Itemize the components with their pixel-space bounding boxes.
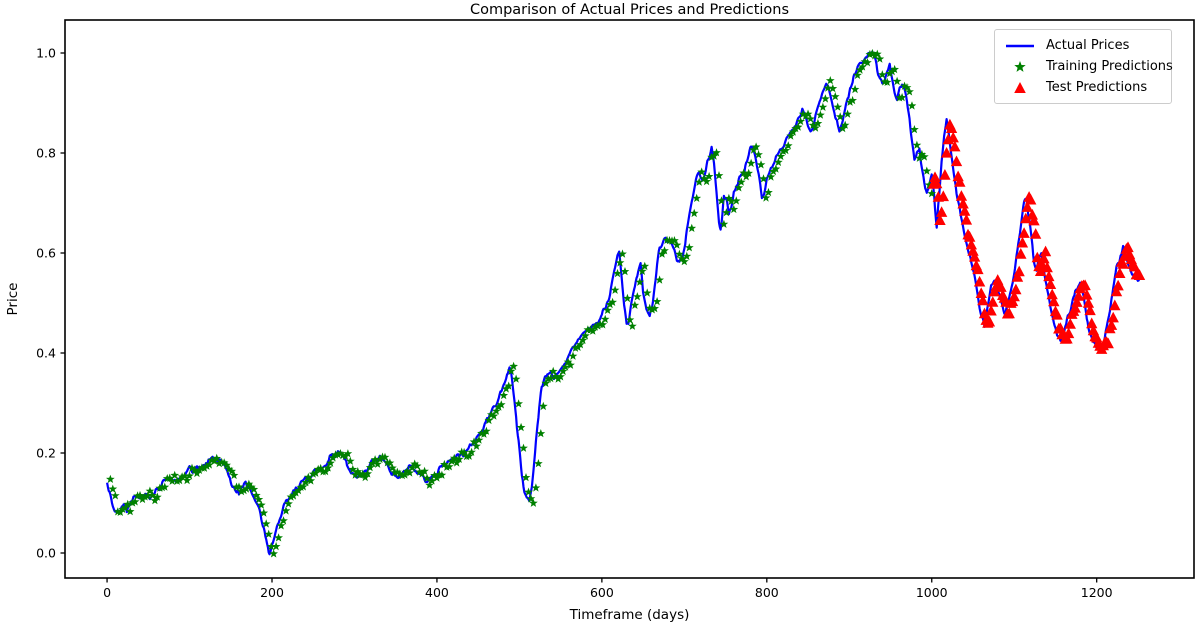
chart-title: Comparison of Actual Prices and Predicti…: [470, 2, 789, 18]
x-tick-label: 400: [425, 585, 449, 600]
legend-line-icon: [1006, 44, 1034, 47]
y-tick-label: 1.0: [36, 45, 56, 60]
x-tick-label: 1200: [1081, 585, 1113, 600]
training-prediction-markers: [106, 48, 937, 558]
legend-label-actual-prices: Actual Prices: [1046, 37, 1130, 53]
y-tick-label: 0.2: [36, 445, 56, 460]
y-axis-label: Price: [5, 283, 21, 316]
legend-label-test-predictions: Test Predictions: [1046, 79, 1148, 95]
y-tick-label: 0.6: [36, 245, 56, 260]
legend-item-training-predictions: Training Predictions: [1003, 56, 1173, 77]
y-tick-label: 0.8: [36, 145, 56, 160]
legend-star-icon: [1014, 60, 1026, 72]
legend-item-actual-prices: Actual Prices: [1003, 35, 1163, 56]
y-tick-label: 0.4: [36, 345, 56, 360]
test-prediction-markers: [927, 118, 1146, 354]
x-axis-label: Timeframe (days): [569, 607, 690, 623]
x-tick-label: 800: [755, 585, 779, 600]
x-tick-label: 600: [590, 585, 614, 600]
x-tick-label: 1000: [916, 585, 948, 600]
legend: Actual Prices Training Predictions Test …: [994, 29, 1173, 104]
x-tick-label: 200: [260, 585, 284, 600]
series-layer: [106, 48, 1146, 558]
legend-label-training-predictions: Training Predictions: [1046, 58, 1173, 74]
x-tick-label: 0: [103, 585, 111, 600]
ticks-layer: 0 200 400 600 800 1000 1200 0.0 0.2 0.4 0.6 0.8 1.0: [36, 45, 1113, 600]
y-tick-label: 0.0: [36, 545, 56, 560]
legend-triangle-icon: [1014, 81, 1026, 93]
legend-item-test-predictions: Test Predictions: [1003, 77, 1163, 98]
